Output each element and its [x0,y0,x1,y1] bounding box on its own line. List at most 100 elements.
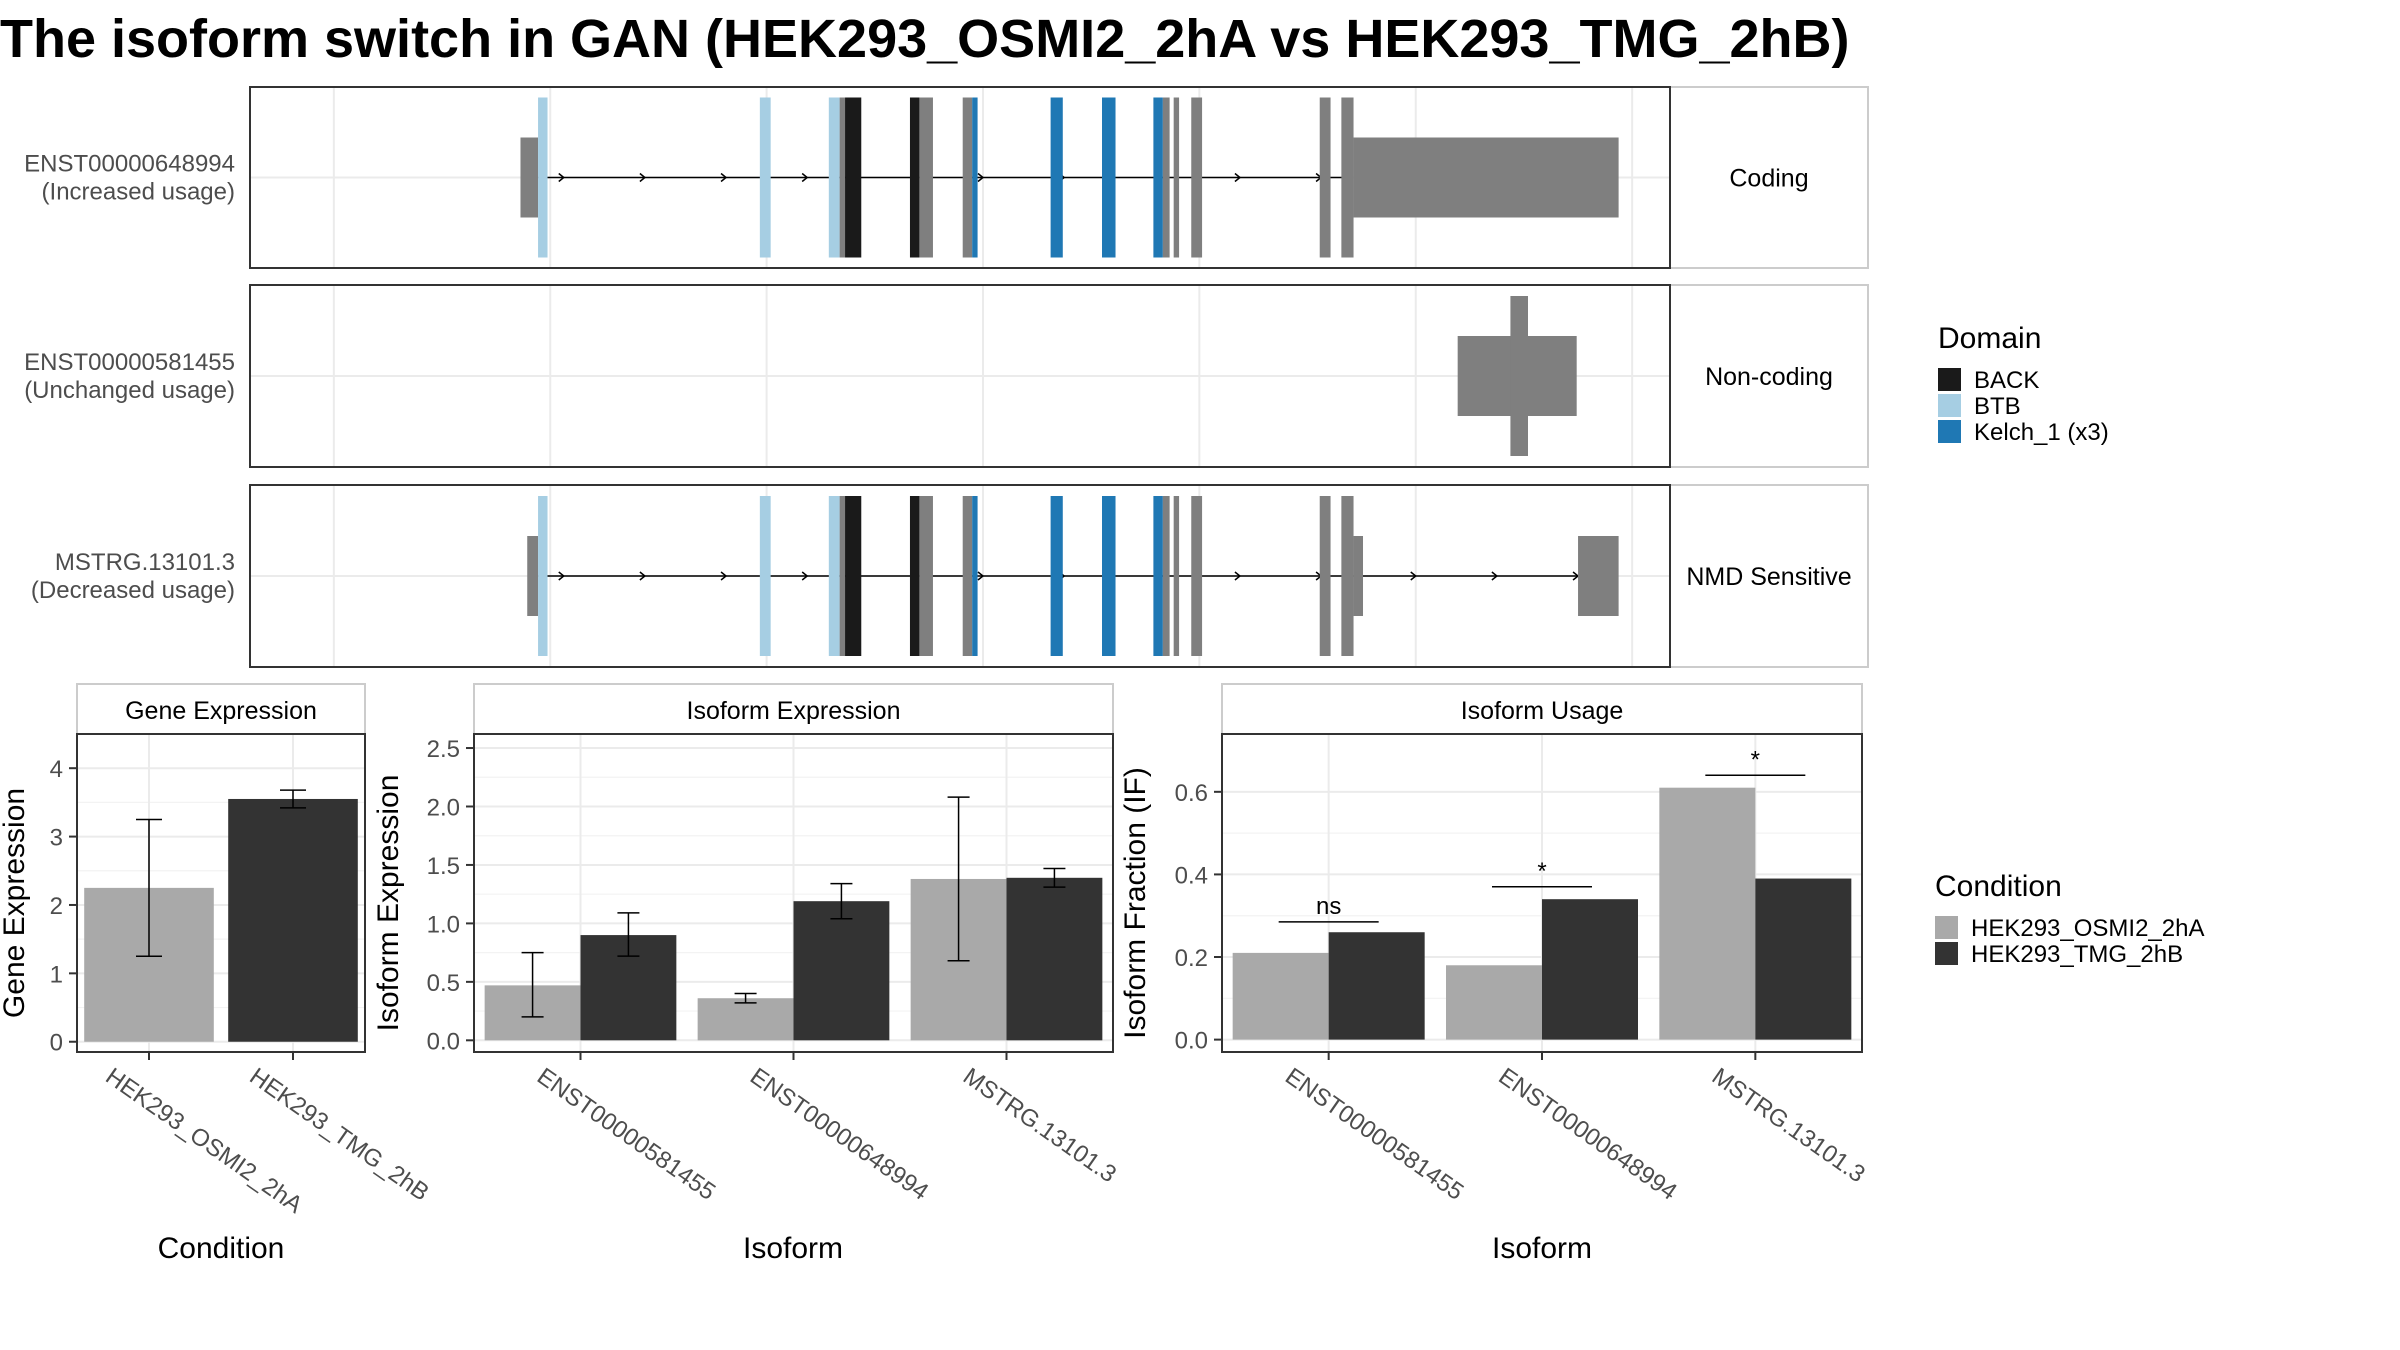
condition-legend-swatch [1935,916,1958,939]
bar [1755,878,1852,1040]
exon-block [1153,496,1163,656]
y-tick-label: 3 [50,825,63,852]
panel-title: Isoform Expression [687,697,901,725]
x-tick-label: MSTRG.13101.3 [958,1063,1121,1188]
utr-block [520,137,539,218]
bar-chart: Isoform Expression 0.0 0.5 1.0 1.5 2.0 2.5 ENST… [372,683,1121,1265]
significance-label: * [1751,746,1760,773]
y-tick-label: 0 [50,1030,63,1057]
noncoding-core-block [1510,296,1528,456]
x-tick-label: ENST00000648994 [745,1063,933,1206]
track-usage-label: (Unchanged usage) [24,377,235,404]
y-tick-label: 0.6 [1175,780,1208,807]
isoform-structure-panel: ENST00000648994(Increased usage) CodingEN… [24,86,1869,668]
domain-legend-label: Kelch_1 (x3) [1974,419,2109,446]
exon-block [962,97,973,258]
track-border [249,484,1671,668]
intron-arrow [1234,172,1242,183]
panel-title: Gene Expression [125,697,317,725]
intron-arrow [977,172,985,183]
x-axis-title: Isoform [1492,1232,1592,1265]
exon-block [1102,97,1116,258]
strip-label: NMD Sensitive [1686,563,1851,591]
exon-block [828,97,840,258]
y-axis-title: Isoform Expression [372,775,405,1032]
bar [1232,952,1329,1040]
y-tick-label: 2.5 [427,736,460,763]
exon-block [1173,97,1180,258]
exon-block [828,496,840,656]
intron-arrow [801,172,809,183]
intron-arrow [1491,571,1499,581]
domain-legend-title: Domain [1938,322,2041,355]
condition-legend-label: HEK293_TMG_2hB [1971,941,2183,968]
isoform-track: ENST00000581455(Unchanged usage) Non-codi… [24,284,1869,468]
figure-title: The isoform switch in GAN (HEK293_OSMI2_… [0,9,1849,69]
track-border [249,284,1671,468]
intron-arrow [720,571,728,581]
y-axis-title: Isoform Fraction (IF) [1119,767,1152,1039]
exon-block [1173,496,1180,656]
y-tick-label: 1.5 [427,853,460,880]
utr-block [1353,536,1364,616]
panel-strip [76,683,366,735]
exon-block [1050,496,1063,656]
bar [228,798,358,1042]
exon-block [962,496,973,656]
panel-title: Isoform Usage [1461,697,1624,725]
exon-block [909,496,920,656]
x-axis-title: Condition [158,1232,285,1265]
track-name-label: ENST00000648994 [24,151,235,178]
utr-block [527,536,539,616]
plot-frame [473,733,1114,1053]
exon-block [1341,496,1354,656]
plot-frame [1221,733,1863,1053]
intron-arrow [720,172,728,183]
exon-block [1162,97,1170,258]
exon-block [1050,97,1063,258]
domain-legend-swatch [1938,394,1961,417]
exon-block [1191,496,1203,656]
y-tick-label: 0.5 [427,970,460,997]
bar [793,901,890,1041]
exon-block [1319,496,1331,656]
bar [1659,787,1756,1040]
strip-label: Coding [1729,165,1808,193]
y-tick-label: 0.0 [427,1028,460,1055]
intron-arrow [1410,571,1417,581]
intron-arrow [558,172,565,183]
y-tick-label: 1 [50,961,63,988]
domain-legend-swatch [1938,368,1961,391]
track-name-label: ENST00000581455 [24,349,235,376]
track-usage-label: (Increased usage) [42,179,235,206]
exon-block [1153,97,1163,258]
exon-block [839,97,846,258]
domain-legend-label: BTB [1974,393,2021,420]
bar [1328,932,1425,1040]
domain-legend-label: BACK [1974,367,2039,394]
exon-block [538,496,548,656]
y-tick-label: 0.2 [1175,945,1208,972]
utr-block [1578,536,1619,616]
intron-arrow [1234,571,1242,581]
track-border [249,86,1671,269]
exon-block [1162,496,1170,656]
bar [1006,877,1103,1041]
exon-block [919,97,933,258]
y-tick-label: 1.0 [427,911,460,938]
significance-label: * [1537,858,1546,885]
exon-block [909,97,920,258]
exon-block [972,496,978,656]
bar [1446,965,1542,1040]
bar-chart-panels: Gene Expression01234HEK293_OSMI2_2hAHEK2… [0,683,1870,1265]
x-axis-title: Isoform [743,1232,843,1265]
exon-block [1102,496,1116,656]
bar [697,998,794,1041]
exon-block [1341,97,1354,258]
y-tick-label: 0.0 [1175,1028,1208,1055]
track-usage-label: (Decreased usage) [31,577,235,604]
exon-block [759,496,771,656]
isoform-track: ENST00000648994(Increased usage) Coding [24,86,1869,269]
